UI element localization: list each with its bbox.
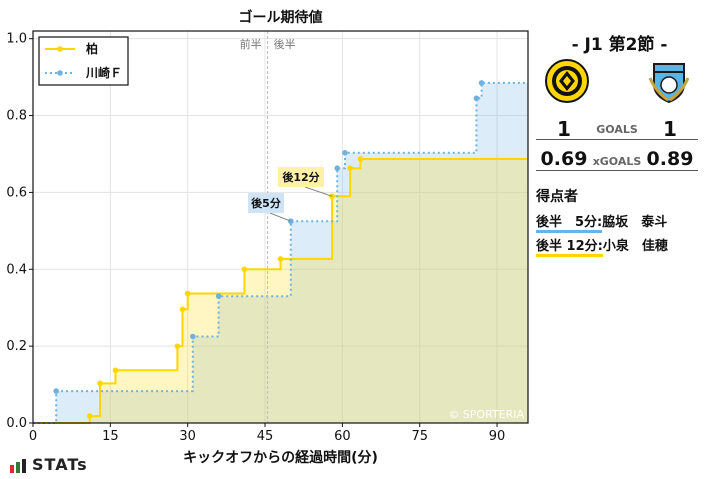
scorer-time: 後半 12分: [536, 239, 603, 257]
divider [536, 170, 698, 171]
goals-label: GOALS [596, 123, 638, 136]
x-tick-label: 60 [334, 429, 351, 444]
divider [536, 139, 698, 140]
goals-row: 1 GOALS 1 [536, 117, 698, 141]
data-point [190, 333, 196, 340]
y-tick-label: 0.6 [6, 185, 27, 200]
series-line [33, 158, 528, 424]
legend-box [38, 36, 129, 86]
data-point [184, 290, 191, 297]
kawasaki-crest-icon [648, 63, 690, 104]
data-point [347, 165, 353, 171]
data-point [478, 80, 485, 86]
legend-marker [57, 70, 63, 76]
annotation-pointer [304, 186, 333, 197]
legend-label: 柏 [86, 41, 98, 56]
xg-chart: 前半 後半 0 15 30 45 60 75 90 0.0 0.2 0.4 0.6 0.8 1.0 ゴール期待… [6, 9, 529, 466]
annotation-label: 後5分 [251, 196, 281, 210]
x-tick-label: 75 [411, 429, 428, 444]
scorer-time: 後半 5分: [536, 215, 603, 233]
data-point [179, 306, 186, 313]
data-point [277, 256, 284, 262]
x-tick-label: 45 [257, 429, 274, 444]
brand-name: STATs [32, 455, 88, 474]
x-tick-label: 15 [102, 429, 119, 444]
data-point [334, 165, 341, 171]
home-xg: 0.69 [540, 148, 588, 170]
annotation-box [278, 167, 324, 187]
data-point [97, 380, 103, 387]
series-area [33, 82, 528, 424]
scorer-item: 後半 5分:脇坂 泰斗 [536, 211, 668, 233]
first-half-label: 前半 [240, 37, 262, 51]
annotation-pointer [269, 212, 291, 222]
second-half-label: 後半 [274, 37, 296, 51]
xgoals-label: xGOALS [592, 155, 642, 168]
kashiwa-crest-icon [545, 59, 589, 103]
annotation-label: 後12分 [282, 170, 319, 184]
match-panel: - J1 第2節 - 1 GOALS 1 0.69 xGOALS 0.89 得点… [532, 0, 707, 479]
legend-marker [57, 46, 63, 52]
watermark: © SPORTERIA [448, 408, 524, 421]
x-axis-label: キックオフからの経過時間(分) [183, 449, 378, 466]
x-tick-label: 0 [29, 429, 37, 444]
series-area [33, 159, 528, 423]
y-tick-label: 0.8 [6, 109, 27, 124]
y-tick-label: 0.4 [6, 262, 27, 277]
away-goals: 1 [663, 117, 677, 141]
annotation-box [248, 193, 284, 213]
bar-chart-icon [10, 459, 26, 473]
data-point [473, 95, 480, 102]
home-goals: 1 [557, 117, 571, 141]
match-title: - J1 第2節 - [571, 35, 668, 55]
legend-label: 川崎Ｆ [85, 65, 122, 80]
y-tick-label: 0.0 [6, 416, 27, 431]
data-point [357, 156, 364, 162]
y-tick-label: 1.0 [6, 32, 27, 47]
data-point [241, 266, 248, 273]
data-point [53, 388, 60, 394]
data-point [112, 367, 119, 374]
x-tick-label: 30 [179, 429, 196, 444]
data-point [342, 150, 348, 156]
scorers-heading: 得点者 [536, 189, 578, 205]
data-point [215, 293, 222, 299]
data-point [86, 413, 93, 419]
scorer-name: 脇坂 泰斗 [602, 215, 668, 230]
xg-row: 0.69 xGOALS 0.89 [536, 148, 698, 172]
chart-title: ゴール期待値 [239, 9, 323, 26]
away-xg: 0.89 [646, 148, 694, 170]
x-tick-label: 90 [489, 429, 506, 444]
y-tick-label: 0.2 [6, 339, 27, 354]
scorer-item: 後半 12分:小泉 佳穂 [536, 235, 668, 257]
data-point [174, 343, 181, 349]
plot-frame [32, 30, 529, 424]
scorer-name: 小泉 佳穂 [602, 239, 668, 254]
